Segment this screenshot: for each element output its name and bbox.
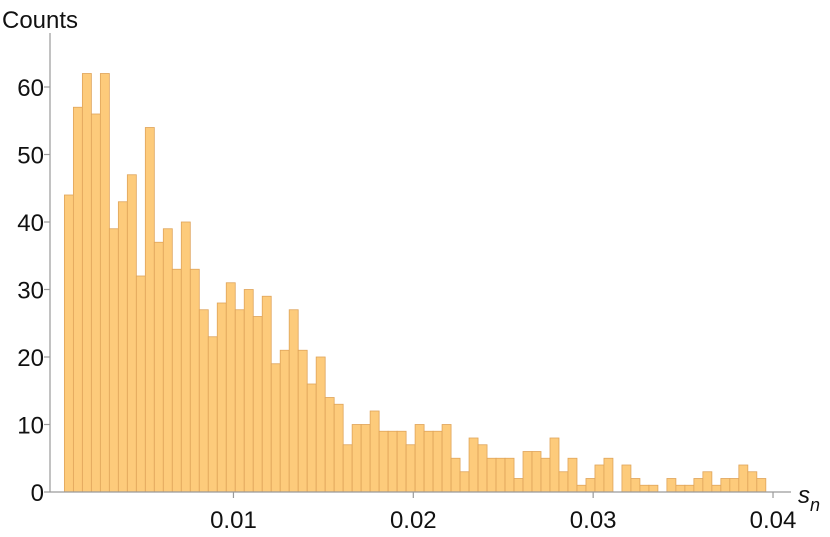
- bar: [405, 444, 416, 493]
- bar: [306, 383, 317, 493]
- bar: [360, 424, 371, 493]
- bar: [378, 430, 389, 493]
- bar: [396, 430, 407, 493]
- bar: [747, 471, 758, 493]
- bar: [630, 478, 641, 493]
- bar: [72, 106, 83, 493]
- bar: [207, 336, 218, 493]
- bar: [180, 221, 191, 493]
- bar: [243, 289, 254, 493]
- x-tick-label: 0.03: [570, 507, 617, 534]
- y-tick-label: 50: [17, 143, 44, 170]
- bar: [594, 464, 605, 493]
- bar: [261, 295, 272, 493]
- y-tick-label: 0: [31, 480, 44, 507]
- bar: [576, 484, 587, 493]
- bar: [126, 174, 137, 493]
- bar: [135, 275, 146, 493]
- bar: [558, 471, 569, 493]
- bar: [333, 403, 344, 493]
- bar: [198, 309, 209, 493]
- bar: [189, 268, 200, 493]
- bar: [351, 424, 362, 493]
- x-axis-label: sn: [798, 482, 820, 515]
- bar: [549, 437, 560, 493]
- bar: [90, 113, 101, 493]
- bar: [531, 451, 542, 493]
- bar: [648, 484, 659, 493]
- bar: [450, 457, 461, 493]
- bar: [108, 228, 119, 493]
- bar: [522, 451, 533, 493]
- bar: [315, 356, 326, 493]
- bar: [369, 410, 380, 493]
- bar: [504, 457, 515, 493]
- x-tick-label: 0.01: [210, 507, 257, 534]
- y-tick-label: 20: [17, 345, 44, 372]
- y-tick-label: 10: [17, 413, 44, 440]
- bar: [171, 268, 182, 493]
- bar: [324, 397, 335, 493]
- bar: [99, 73, 110, 493]
- bar: [729, 478, 740, 493]
- bar: [720, 478, 731, 493]
- bar: [540, 457, 551, 493]
- bar: [567, 457, 578, 493]
- bar: [144, 127, 155, 493]
- bar: [153, 241, 164, 493]
- bar: [216, 302, 227, 493]
- bar: [684, 484, 695, 493]
- bar: [702, 471, 713, 493]
- bar: [738, 464, 749, 493]
- bar: [414, 424, 425, 493]
- y-axis-label: Counts: [2, 7, 78, 34]
- y-tick-label: 40: [17, 210, 44, 237]
- bar: [342, 444, 353, 493]
- x-label-sub: n: [810, 495, 820, 515]
- bar: [513, 478, 524, 493]
- bar: [495, 457, 506, 493]
- bar: [477, 444, 488, 493]
- bar: [270, 363, 281, 493]
- bar: [297, 349, 308, 493]
- x-label-base: s: [798, 482, 810, 509]
- bar: [234, 309, 245, 493]
- bar: [468, 437, 479, 493]
- bar: [711, 484, 722, 493]
- bar: [387, 430, 398, 493]
- bar: [666, 478, 677, 493]
- bar: [459, 471, 470, 493]
- bar: [63, 194, 74, 493]
- bar: [432, 430, 443, 493]
- bar: [675, 484, 686, 493]
- bar: [621, 464, 632, 493]
- bar: [756, 478, 767, 493]
- x-tick-label: 0.04: [750, 507, 797, 534]
- bar: [423, 430, 434, 493]
- bar: [162, 228, 173, 493]
- bar: [603, 457, 614, 493]
- bar: [585, 478, 596, 493]
- bar: [441, 424, 452, 493]
- bar: [288, 309, 299, 493]
- bar: [279, 349, 290, 493]
- y-tick-label: 60: [17, 75, 44, 102]
- bar: [639, 484, 650, 493]
- bar: [252, 316, 263, 493]
- x-tick-label: 0.02: [390, 507, 437, 534]
- bar: [693, 478, 704, 493]
- bar: [225, 282, 236, 493]
- bar: [81, 73, 92, 493]
- bar: [486, 457, 497, 493]
- bar: [117, 201, 128, 493]
- y-tick-label: 30: [17, 278, 44, 305]
